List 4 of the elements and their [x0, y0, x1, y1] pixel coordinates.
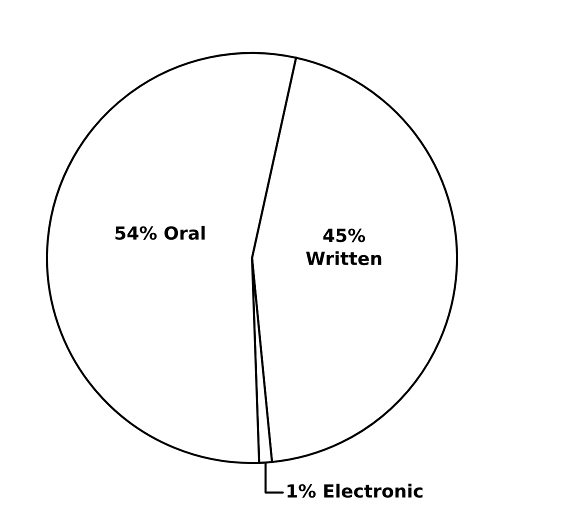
- slice-label: 1% Electronic: [288, 484, 422, 498]
- slice-label: Written: [306, 251, 382, 266]
- slice-label: 54% Oral: [115, 226, 205, 240]
- data-label: 45%: [323, 228, 366, 242]
